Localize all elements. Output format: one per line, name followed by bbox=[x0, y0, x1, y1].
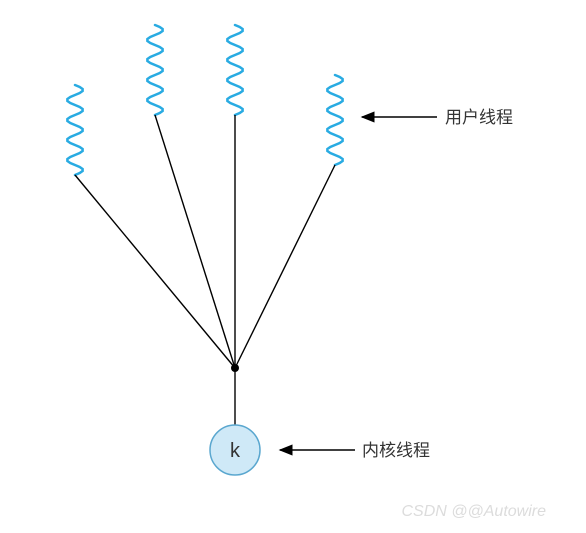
user-thread-wave-3 bbox=[327, 75, 342, 165]
thread-model-diagram: k 用户线程内核线程 bbox=[0, 0, 586, 533]
mapping-line-0 bbox=[75, 175, 235, 368]
kernel-thread-label: 内核线程 bbox=[362, 441, 430, 460]
user-thread-wave-2 bbox=[227, 25, 242, 115]
user-thread-wave-0 bbox=[67, 85, 82, 175]
mapping-line-1 bbox=[155, 115, 235, 368]
user-thread-label: 用户线程 bbox=[445, 108, 513, 127]
kernel-letter: k bbox=[230, 440, 241, 462]
user-thread-wave-1 bbox=[147, 25, 162, 115]
mapping-line-3 bbox=[235, 165, 335, 368]
